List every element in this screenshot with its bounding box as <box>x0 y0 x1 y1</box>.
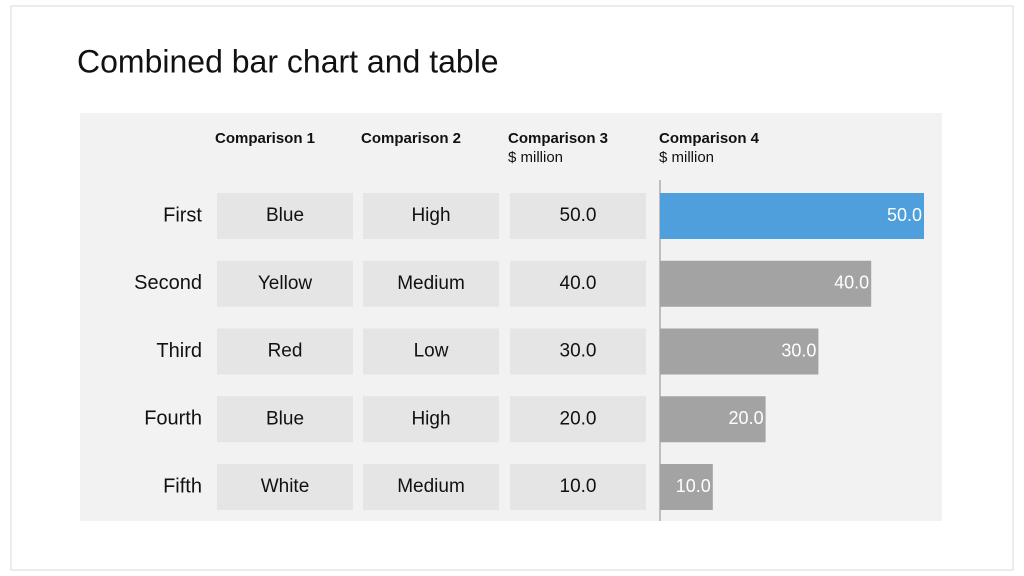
panel <box>80 113 942 521</box>
bar-value-label: 50.0 <box>887 205 922 225</box>
table-cell <box>217 328 353 375</box>
cell-text: Blue <box>266 205 304 226</box>
column-unit: $ million <box>508 149 563 166</box>
cell-text: Blue <box>266 408 304 429</box>
bar-value-label: 30.0 <box>781 340 816 360</box>
cell-text: Medium <box>397 273 465 294</box>
row-label: Second <box>134 272 202 294</box>
bar <box>660 464 713 510</box>
table-cell <box>510 328 646 375</box>
table-cell <box>510 260 646 307</box>
cell-text: White <box>261 476 310 497</box>
cell-text: 20.0 <box>560 408 597 429</box>
bar <box>660 328 819 375</box>
table-cell <box>217 464 353 510</box>
table-cell <box>217 396 353 443</box>
chart-subtitle: $ million <box>659 149 714 166</box>
bar <box>660 260 872 307</box>
cell-text: 50.0 <box>560 205 597 226</box>
table-cell <box>363 193 499 239</box>
column-header: Comparison 2 <box>361 130 461 147</box>
row-label: Fifth <box>163 475 202 497</box>
cell-text: High <box>411 408 450 429</box>
column-header: Comparison 3 <box>508 130 608 147</box>
row-label: Third <box>156 340 202 362</box>
cell-text: High <box>411 205 450 226</box>
bar <box>660 396 766 443</box>
row-label: Fourth <box>144 408 202 430</box>
table-cell <box>363 396 499 443</box>
table-cell <box>510 396 646 443</box>
slide-title: Combined bar chart and table <box>77 43 499 79</box>
table-cell <box>363 464 499 510</box>
cell-text: 40.0 <box>560 273 597 294</box>
cell-text: Medium <box>397 476 465 497</box>
bar-value-label: 10.0 <box>676 476 711 496</box>
table-cell <box>510 193 646 239</box>
bar-value-label: 20.0 <box>729 408 764 428</box>
chart-title: Comparison 4 <box>659 130 760 147</box>
bar-value-label: 40.0 <box>834 273 869 293</box>
column-header: Comparison 1 <box>215 130 315 147</box>
cell-text: 30.0 <box>560 341 597 362</box>
cell-text: Low <box>414 341 449 362</box>
table-cell <box>217 193 353 239</box>
cell-text: Red <box>268 341 303 362</box>
table-cell <box>363 328 499 375</box>
table-cell <box>510 464 646 510</box>
cell-text: Yellow <box>258 273 313 294</box>
bar <box>660 193 924 239</box>
table-cell <box>217 260 353 307</box>
table-cell <box>363 260 499 307</box>
cell-text: 10.0 <box>560 476 597 497</box>
row-label: First <box>163 204 202 226</box>
